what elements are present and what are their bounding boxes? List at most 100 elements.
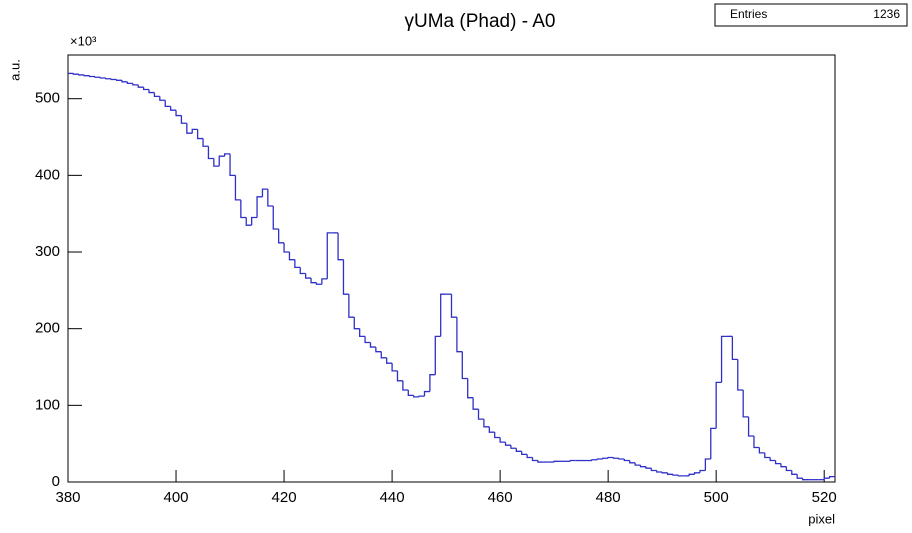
histogram-bin	[531, 457, 538, 462]
histogram-bin	[148, 89, 155, 94]
histogram-bin	[315, 282, 322, 285]
histogram-bin	[234, 175, 241, 201]
histogram-bin	[213, 158, 220, 167]
histogram-bin	[618, 458, 625, 460]
histogram-bin	[218, 155, 225, 167]
histogram-bin	[267, 189, 274, 207]
x-tick-label: 420	[272, 489, 297, 506]
histogram-bin	[645, 466, 652, 469]
histogram-bin	[342, 259, 349, 295]
histogram-bin	[731, 336, 738, 360]
y-tick-label: 100	[35, 396, 60, 413]
histogram-bin	[272, 206, 279, 230]
histogram-bin	[758, 447, 765, 454]
histogram-bin	[288, 252, 295, 261]
histogram-bin	[742, 390, 749, 418]
histogram-bin	[142, 87, 150, 91]
histogram-bin	[634, 462, 641, 466]
histogram-bin	[510, 445, 517, 449]
stats-label: Entries	[730, 7, 767, 21]
histogram-bin	[256, 196, 263, 218]
histogram-bin	[413, 395, 420, 398]
histogram-bin	[553, 460, 560, 463]
stats-box	[714, 3, 908, 27]
histogram-bin	[369, 342, 376, 348]
histogram-bin	[261, 188, 268, 197]
histogram-bin	[359, 328, 366, 337]
histogram-bin	[94, 76, 101, 78]
histogram-bin	[353, 317, 360, 330]
histogram-bin	[110, 78, 117, 81]
histogram-bin	[391, 363, 398, 372]
x-tick-label: 440	[380, 489, 405, 506]
histogram-bin	[602, 457, 609, 460]
histogram-bin	[472, 397, 479, 410]
y-tick-label: 0	[52, 473, 60, 490]
histogram-bin	[796, 474, 803, 479]
histogram-bin	[191, 128, 198, 134]
histogram-bin	[434, 335, 441, 375]
histogram-bin	[105, 77, 112, 80]
histogram-bin	[245, 217, 252, 226]
y-tick-label: 500	[35, 90, 60, 107]
histogram-bin	[456, 317, 463, 353]
histogram-bin	[623, 459, 630, 462]
histogram-bin	[488, 426, 495, 433]
histogram-bin	[650, 468, 657, 472]
histogram-bin	[164, 100, 171, 108]
histogram-bin	[423, 390, 430, 397]
histogram-bin	[467, 378, 474, 399]
histogram-bin	[526, 454, 533, 459]
histogram-bin	[402, 380, 409, 391]
histogram-bin	[774, 460, 781, 465]
y-tick-label: 400	[35, 166, 60, 183]
histogram-bin	[699, 469, 706, 473]
histogram-bin	[126, 81, 133, 85]
histogram-bin	[440, 293, 447, 337]
histogram-bin	[753, 436, 760, 449]
histogram-bin	[607, 456, 614, 459]
chart-title: γUMa (Phad) - A0	[405, 11, 556, 32]
histogram-bin	[596, 458, 603, 460]
histogram-bin	[250, 216, 258, 226]
histogram-bin	[823, 477, 830, 480]
histogram-bin	[115, 79, 123, 81]
histogram-bin	[83, 74, 90, 77]
histogram-bin	[688, 473, 695, 476]
histogram-bin	[78, 74, 85, 76]
histogram-bin	[375, 347, 382, 353]
histogram-bin	[202, 138, 209, 147]
histogram-bin	[175, 110, 182, 117]
histogram-bin	[737, 359, 744, 391]
histogram-bin	[407, 390, 414, 397]
histogram-bin	[483, 419, 490, 428]
histogram-bin	[99, 77, 106, 79]
x-axis-label: pixel	[808, 511, 835, 526]
x-tick-label: 500	[704, 489, 729, 506]
histogram-bin	[591, 459, 598, 461]
histogram-bin	[666, 472, 673, 475]
histogram-bin	[305, 273, 312, 279]
histogram-bin	[801, 478, 808, 481]
histogram-bin	[629, 460, 636, 464]
stats-value: 1236	[873, 7, 900, 21]
histogram-bin	[710, 427, 717, 460]
histogram-bin	[196, 129, 204, 140]
histogram-bin	[278, 229, 285, 244]
histogram-bin	[704, 458, 711, 471]
histogram-bin	[310, 278, 317, 284]
y-axis-label: a.u.	[7, 59, 22, 81]
histogram-bin	[494, 432, 501, 439]
histogram-bin	[180, 115, 187, 124]
histogram-bin	[429, 374, 436, 392]
histogram-bin	[791, 470, 798, 475]
histogram-bin	[283, 242, 290, 253]
histogram-bin	[132, 83, 139, 86]
histogram-bin	[396, 370, 403, 382]
histogram-bin	[537, 460, 544, 463]
histogram-bin	[326, 232, 333, 279]
histogram-bin	[677, 475, 684, 477]
histogram-bin	[153, 92, 160, 98]
